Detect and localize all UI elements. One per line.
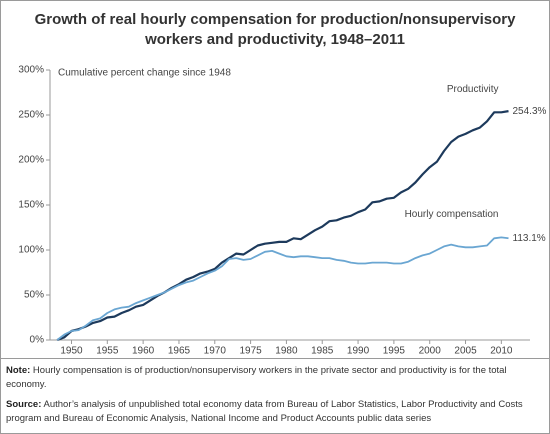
x-tick-label: 1955	[96, 346, 119, 357]
x-tick-label: 1990	[347, 346, 370, 357]
y-tick-label: 100%	[18, 245, 44, 256]
source-label: Source:	[6, 399, 42, 410]
value-label: 254.3%	[513, 106, 547, 117]
source-text: Author’s analysis of unpublished total e…	[6, 399, 523, 424]
notes: Note: Hourly compensation is of producti…	[6, 364, 546, 432]
y-tick-label: 50%	[24, 290, 44, 301]
x-tick-label: 2005	[454, 346, 477, 357]
y-tick-label: 0%	[30, 335, 45, 346]
x-tick-label: 1985	[311, 346, 334, 357]
x-tick-label: 1950	[60, 346, 83, 357]
x-tick-label: 2000	[419, 346, 442, 357]
x-tick-label: 2010	[490, 346, 513, 357]
x-tick-label: 1970	[204, 346, 227, 357]
chart-title: Growth of real hourly compensation for p…	[34, 11, 516, 48]
note-text: Hourly compensation is of production/non…	[6, 365, 507, 390]
series-label: Productivity	[447, 84, 499, 95]
x-tick-label: 1965	[168, 346, 191, 357]
chart: Cumulative percent change since 1948 0% 5…	[18, 65, 547, 357]
x-tick-label: 1975	[239, 346, 262, 357]
series-line	[56, 110, 509, 342]
series-label: Hourly compensation	[405, 209, 499, 220]
note: Note: Hourly compensation is of producti…	[6, 364, 546, 392]
series-line	[56, 236, 509, 341]
note-label: Note:	[6, 365, 31, 376]
y-tick-label: 250%	[18, 110, 44, 121]
y-tick-label: 300%	[18, 65, 44, 76]
x-tick-label: 1995	[383, 346, 406, 357]
x-tick-label: 1980	[275, 346, 298, 357]
divider	[0, 358, 550, 359]
y-axis-label: Cumulative percent change since 1948	[58, 68, 231, 79]
source: Source: Author’s analysis of unpublished…	[6, 398, 546, 426]
value-label: 113.1%	[513, 233, 546, 244]
y-tick-label: 200%	[18, 155, 44, 166]
x-tick-label: 1960	[132, 346, 155, 357]
y-tick-label: 150%	[18, 200, 44, 211]
